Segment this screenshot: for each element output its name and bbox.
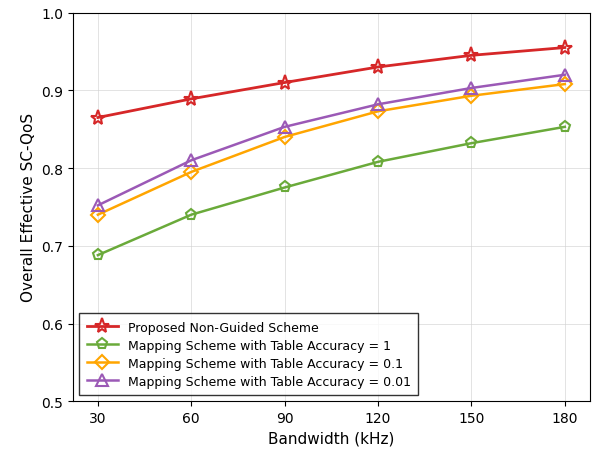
Line: Proposed Non-Guided Scheme: Proposed Non-Guided Scheme [90, 41, 573, 126]
Mapping Scheme with Table Accuracy = 0.01 [375, 102, 382, 108]
Legend: Proposed Non-Guided Scheme, Mapping Scheme with Table Accuracy = 1, Mapping Sche: Proposed Non-Guided Scheme, Mapping Sche… [79, 313, 418, 395]
Y-axis label: Overall Effective SC-QoS: Overall Effective SC-QoS [21, 113, 36, 302]
X-axis label: Bandwidth (kHz): Bandwidth (kHz) [268, 431, 395, 446]
Mapping Scheme with Table Accuracy = 0.01 [94, 203, 102, 209]
Mapping Scheme with Table Accuracy = 0.1 [375, 109, 382, 115]
Mapping Scheme with Table Accuracy = 0.1 [94, 212, 102, 218]
Proposed Non-Guided Scheme [281, 81, 288, 86]
Mapping Scheme with Table Accuracy = 0.1 [561, 82, 568, 87]
Line: Mapping Scheme with Table Accuracy = 0.01: Mapping Scheme with Table Accuracy = 0.0… [92, 70, 570, 212]
Mapping Scheme with Table Accuracy = 0.1 [281, 135, 288, 140]
Mapping Scheme with Table Accuracy = 0.01 [468, 86, 475, 92]
Mapping Scheme with Table Accuracy = 0.1 [188, 170, 195, 175]
Line: Mapping Scheme with Table Accuracy = 0.1: Mapping Scheme with Table Accuracy = 0.1 [93, 80, 570, 220]
Mapping Scheme with Table Accuracy = 1 [94, 253, 102, 258]
Mapping Scheme with Table Accuracy = 1 [281, 185, 288, 191]
Proposed Non-Guided Scheme [468, 54, 475, 59]
Proposed Non-Guided Scheme [375, 65, 382, 70]
Mapping Scheme with Table Accuracy = 0.01 [561, 73, 568, 78]
Mapping Scheme with Table Accuracy = 0.1 [468, 94, 475, 99]
Proposed Non-Guided Scheme [94, 115, 102, 121]
Mapping Scheme with Table Accuracy = 1 [188, 212, 195, 218]
Mapping Scheme with Table Accuracy = 1 [468, 141, 475, 147]
Proposed Non-Guided Scheme [561, 46, 568, 51]
Mapping Scheme with Table Accuracy = 1 [561, 125, 568, 130]
Proposed Non-Guided Scheme [188, 97, 195, 102]
Mapping Scheme with Table Accuracy = 0.01 [188, 158, 195, 164]
Mapping Scheme with Table Accuracy = 0.01 [281, 125, 288, 130]
Line: Mapping Scheme with Table Accuracy = 1: Mapping Scheme with Table Accuracy = 1 [92, 122, 570, 261]
Mapping Scheme with Table Accuracy = 1 [375, 160, 382, 165]
